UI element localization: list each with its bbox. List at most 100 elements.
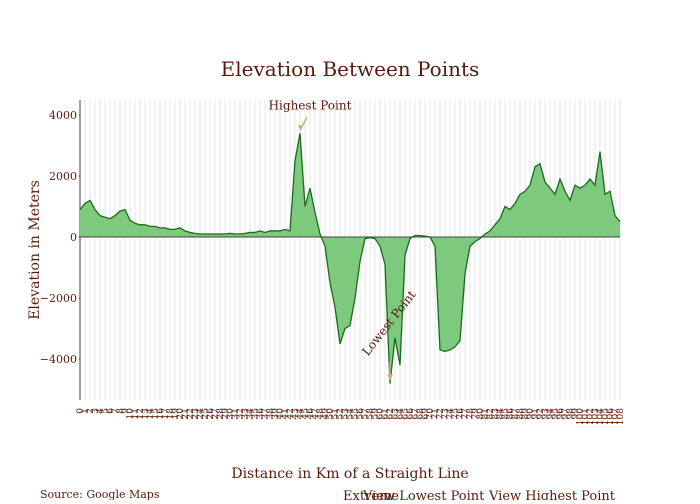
y-tick-label: 0: [70, 231, 77, 244]
x-tick-label: 81: [481, 408, 491, 419]
x-tick-label: 33: [241, 408, 251, 420]
x-tick-label: 34: [246, 408, 256, 420]
x-tick-label: 52: [336, 408, 346, 419]
arrow-head: [298, 124, 303, 131]
x-tick-label: 80: [476, 408, 486, 420]
x-tick-label: 44: [296, 408, 306, 420]
x-tick-label: 30: [226, 408, 236, 420]
area: [80, 133, 620, 384]
x-tick-label: 86: [506, 408, 516, 420]
x-tick-label: 51: [331, 408, 341, 419]
x-tick-label: 64: [396, 408, 406, 420]
x-tick-label: 62: [386, 408, 396, 419]
x-tick-label: 108: [616, 408, 626, 425]
x-tick-label: 55: [351, 408, 361, 420]
x-tick-label: 104: [596, 408, 606, 425]
x-tick-label: 17: [161, 408, 171, 420]
x-tick-label: 91: [531, 408, 541, 419]
x-tick-label: 89: [521, 408, 531, 420]
x-tick-label: 72: [436, 408, 446, 419]
arrow-head: [387, 374, 393, 381]
y-tick-label: −2000: [40, 292, 77, 305]
x-tick-label: 37: [261, 408, 271, 420]
x-tick-label: 38: [266, 408, 276, 420]
x-tick-label: 82: [486, 408, 496, 419]
line: [79, 133, 621, 384]
x-tick-label: 85: [501, 408, 511, 420]
x-tick-label: 7: [111, 408, 121, 414]
y-tick-label: −4000: [40, 353, 77, 366]
x-tick-label: 36: [256, 408, 266, 420]
x-tick-label: 70: [426, 408, 436, 420]
x-tick-label: 99: [571, 408, 581, 420]
x-tick-label: 54: [346, 408, 356, 420]
x-tick-label: 32: [236, 408, 246, 419]
x-tick-label: 5: [101, 408, 111, 414]
x-tick-label: 84: [496, 408, 506, 420]
x-tick-label: 46: [306, 408, 316, 420]
x-tick-label: 56: [356, 408, 366, 420]
x-tick-label: 50: [326, 408, 336, 420]
x-tick-label: 20: [176, 408, 186, 420]
x-tick-label: 97: [561, 408, 571, 420]
x-tick-label: 18: [166, 408, 176, 420]
x-tick-label: 94: [546, 408, 556, 420]
x-tick-label: 75: [451, 408, 461, 420]
x-tick-label: 14: [146, 408, 156, 420]
x-tick-label: 78: [466, 408, 476, 420]
x-tick-label: 98: [566, 408, 576, 420]
x-tick-label: 8: [116, 408, 126, 414]
x-tick-label: 27: [211, 408, 221, 420]
x-tick-label: 88: [516, 408, 526, 420]
x-tick-label: 73: [441, 408, 451, 420]
x-tick-label: 100: [576, 408, 586, 425]
x-tick-label: 24: [196, 408, 206, 420]
x-tick-label: 66: [406, 408, 416, 420]
y-axis-title: Elevation in Meters: [27, 180, 43, 320]
x-tick-label: 29: [221, 408, 231, 420]
x-tick-label: 60: [376, 408, 386, 420]
x-tick-label: 11: [131, 408, 141, 419]
button[interactable]: View Lowest Point: [362, 489, 485, 504]
y-tick-label: 2000: [49, 170, 77, 183]
x-tick-label: 69: [421, 408, 431, 420]
x-tick-label: 31: [231, 408, 241, 419]
x-tick-label: 76: [456, 408, 466, 420]
x-tick-label: 13: [141, 408, 151, 420]
x-tick-label: 47: [311, 408, 321, 420]
chart-title: Elevation Between Points: [221, 57, 480, 81]
x-tick-label: 28: [216, 408, 226, 420]
x-tick-label: 101: [581, 408, 591, 425]
x-tick-label: 92: [536, 408, 546, 419]
x-tick-label: 106: [606, 408, 616, 425]
x-tick-label: 68: [416, 408, 426, 420]
x-tick-label: 71: [431, 408, 441, 419]
x-tick-label: 4: [96, 408, 106, 414]
x-tick-label: 40: [276, 408, 286, 420]
x-tick-label: 87: [511, 408, 521, 420]
x-tick-label: 35: [251, 408, 261, 420]
x-tick-label: 95: [551, 408, 561, 420]
x-tick-label: 48: [316, 408, 326, 420]
x-tick-label: 6: [106, 408, 116, 414]
x-tick-label: 96: [556, 408, 566, 420]
x-tick-label: 83: [491, 408, 501, 420]
x-tick-label: 23: [191, 408, 201, 420]
x-tick-label: 102: [586, 408, 596, 425]
x-tick-label: 53: [341, 408, 351, 420]
x-tick-label: 25: [201, 408, 211, 420]
x-tick-label: 77: [461, 408, 471, 420]
x-tick-label: 63: [391, 408, 401, 420]
x-tick-label: 22: [186, 408, 196, 419]
x-tick-label: 105: [601, 408, 611, 425]
x-tick-label: 16: [156, 408, 166, 420]
x-tick-label: 45: [301, 408, 311, 420]
x-tick-label: 41: [281, 408, 291, 419]
button[interactable]: View Highest Point: [488, 489, 616, 504]
x-tick-label: 39: [271, 408, 281, 420]
x-tick-label: 58: [366, 408, 376, 420]
x-tick-label: 103: [591, 408, 601, 425]
x-tick-label: 57: [361, 408, 371, 420]
x-tick-label: 67: [411, 408, 421, 420]
